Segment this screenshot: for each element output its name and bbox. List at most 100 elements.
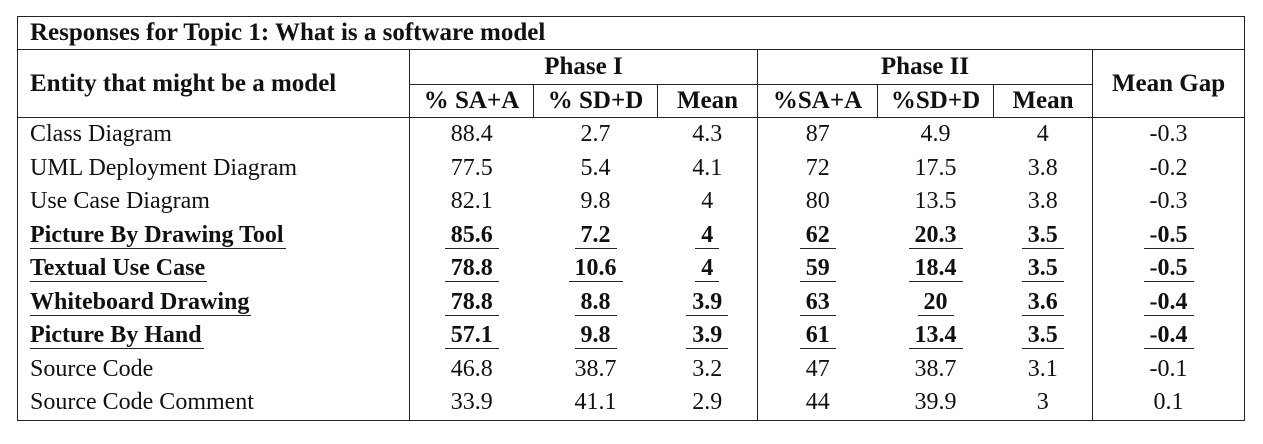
phase2-sd-cell-text: 39.9 (914, 389, 957, 416)
phase1-mean-cell: 4 (657, 218, 758, 252)
phase2-mean-cell-text: 3.5 (1021, 322, 1064, 350)
phase2-mean-cell-text: 3.1 (1027, 355, 1058, 382)
phase2-mean-cell: 3.6 (993, 285, 1093, 319)
mean-gap-header: Mean Gap (1092, 49, 1246, 118)
phase1-sd-cell-text: 9.8 (574, 322, 617, 350)
phase2-sa-cell: 44 (757, 386, 878, 421)
phase1-sa-cell: 88.4 (410, 118, 534, 152)
phase2-sd-cell-text: 38.7 (914, 355, 957, 382)
phase2-mean-cell: 3.8 (993, 151, 1093, 185)
phase1-mean-cell-text: 4 (695, 255, 720, 283)
phase1-mean-cell: 4 (657, 185, 758, 219)
row-label-text: Source Code Comment (30, 389, 254, 416)
phase1-sa-cell-text: 88.4 (450, 121, 493, 148)
phase2-sa-cell: 47 (758, 353, 878, 387)
row-label-text: UML Deployment Diagram (30, 154, 298, 181)
mean-gap-cell-text: -0.2 (1149, 154, 1188, 181)
row-label: Use Case Diagram (17, 185, 410, 219)
phase2-sd-cell: 18.4 (878, 252, 994, 286)
phase1-sa-cell-text: 46.8 (450, 355, 493, 382)
phase2-sa-cell: 72 (758, 152, 878, 186)
mean-gap-cell-text: -0.3 (1149, 188, 1188, 215)
phase2-sd-cell: 38.7 (878, 353, 994, 387)
phase2-sd-header: %SD+D (877, 84, 994, 118)
phase1-sd-cell-text: 9.8 (580, 188, 611, 215)
phase1-sd-cell-text: 38.7 (574, 355, 617, 382)
phase2-mean-cell: 3.1 (993, 352, 1093, 386)
phase2-sa-cell: 87 (758, 118, 878, 152)
phase1-sa-cell: 85.6 (410, 219, 534, 253)
phase1-sa-cell-text: 78.8 (444, 255, 499, 283)
mean-gap-cell-text: -0.3 (1149, 121, 1188, 148)
phase2-mean-cell-text: 3.8 (1027, 154, 1058, 181)
responses-table: Responses for Topic 1: What is a softwar… (16, 16, 1246, 421)
phase1-mean-cell: 4.1 (657, 151, 758, 185)
mean-gap-cell: -0.5 (1092, 218, 1246, 252)
phase1-mean-cell-text: 3.9 (686, 289, 729, 316)
mean-gap-cell-text: -0.1 (1149, 355, 1188, 382)
phase1-mean-cell: 2.9 (657, 386, 758, 421)
phase2-sa-cell: 59 (758, 252, 878, 286)
phase1-sa-cell: 57.1 (410, 319, 534, 353)
phase1-sa-cell-text: 77.5 (450, 154, 493, 181)
mean-gap-cell-text: -0.5 (1143, 255, 1194, 283)
table-row: Class Diagram 88.4 2.7 4.3 87 4.9 4 -0.3 (17, 117, 1246, 152)
phase2-sd-cell: 20 (878, 286, 994, 320)
phase1-mean-cell-text: 2.9 (692, 389, 723, 416)
entity-header: Entity that might be a model (17, 49, 410, 118)
phase2-sd-cell-text: 4.9 (920, 121, 951, 148)
phase2-mean-cell-text: 3.5 (1021, 222, 1064, 249)
phase2-sa-cell: 80 (758, 185, 878, 219)
row-label: Source Code Comment (17, 386, 410, 421)
phase2-mean-cell: 3.5 (993, 252, 1093, 286)
phase1-mean-cell-text: 3.2 (692, 355, 723, 382)
phase2-mean-header: Mean (993, 84, 1093, 118)
table-body: Class Diagram 88.4 2.7 4.3 87 4.9 4 -0.3 UML Dep… (17, 117, 1246, 421)
phase1-mean-cell-text: 4 (701, 188, 714, 215)
phase1-sd-cell: 5.4 (534, 152, 658, 186)
mean-gap-cell-text: -0.4 (1143, 289, 1194, 316)
row-label: UML Deployment Diagram (17, 151, 410, 185)
phase2-mean-cell: 3.8 (993, 185, 1093, 219)
mean-gap-cell-text: -0.4 (1143, 322, 1194, 350)
phase2-sd-cell-text: 20 (917, 289, 954, 316)
phase1-mean-cell: 3.9 (657, 319, 758, 353)
mean-gap-cell: -0.3 (1092, 185, 1246, 219)
phase2-sd-cell: 4.9 (878, 118, 994, 152)
phase1-sa-cell-text: 57.1 (444, 322, 499, 350)
phase1-sd-cell-text: 41.1 (574, 389, 617, 416)
phase2-sa-cell-text: 63 (799, 289, 836, 316)
table-row: Use Case Diagram 82.1 9.8 4 80 13.5 3.8 -0.3 (17, 185, 1246, 219)
phase2-sd-cell: 17.5 (878, 152, 994, 186)
phase1-mean-cell-text: 4.3 (692, 121, 723, 148)
phase1-sa-cell-text: 78.8 (444, 289, 499, 316)
row-label: Picture By Hand (17, 319, 410, 353)
row-label: Source Code (17, 352, 410, 386)
table-caption: Responses for Topic 1: What is a softwar… (16, 16, 1246, 50)
row-label-text: Use Case Diagram (30, 188, 210, 215)
phase1-sd-cell: 38.7 (534, 353, 658, 387)
row-label-text: Class Diagram (30, 121, 172, 148)
phase1-sa-cell: 33.9 (409, 386, 534, 421)
phase2-sd-cell-text: 13.5 (914, 188, 957, 215)
phase2-mean-cell: 3.5 (993, 319, 1093, 353)
phase1-mean-cell: 4.3 (657, 117, 758, 152)
mean-gap-cell-text: -0.5 (1143, 222, 1194, 249)
phase2-sa-cell-text: 61 (799, 322, 836, 350)
phase2-sa-cell-text: 80 (805, 188, 830, 215)
phase1-mean-cell: 3.2 (657, 352, 758, 386)
phase1-sa-cell: 77.5 (410, 152, 534, 186)
row-label-text: Textual Use Case (30, 255, 208, 283)
phase2-mean-cell-text: 3.5 (1021, 255, 1064, 283)
mean-gap-cell: -0.4 (1092, 319, 1246, 353)
phase2-sd-cell-text: 13.4 (908, 322, 963, 350)
phase2-sd-cell-text: 18.4 (908, 255, 963, 283)
phase2-mean-cell: 4 (993, 117, 1093, 152)
phase1-mean-cell-text: 4.1 (692, 154, 723, 181)
row-label: Picture By Drawing Tool (17, 218, 410, 252)
phase1-sd-cell: 41.1 (533, 386, 658, 421)
phase2-mean-cell-text: 4 (1036, 121, 1049, 148)
phase2-mean-cell-text: 3.8 (1027, 188, 1058, 215)
phase1-sa-cell: 46.8 (410, 353, 534, 387)
